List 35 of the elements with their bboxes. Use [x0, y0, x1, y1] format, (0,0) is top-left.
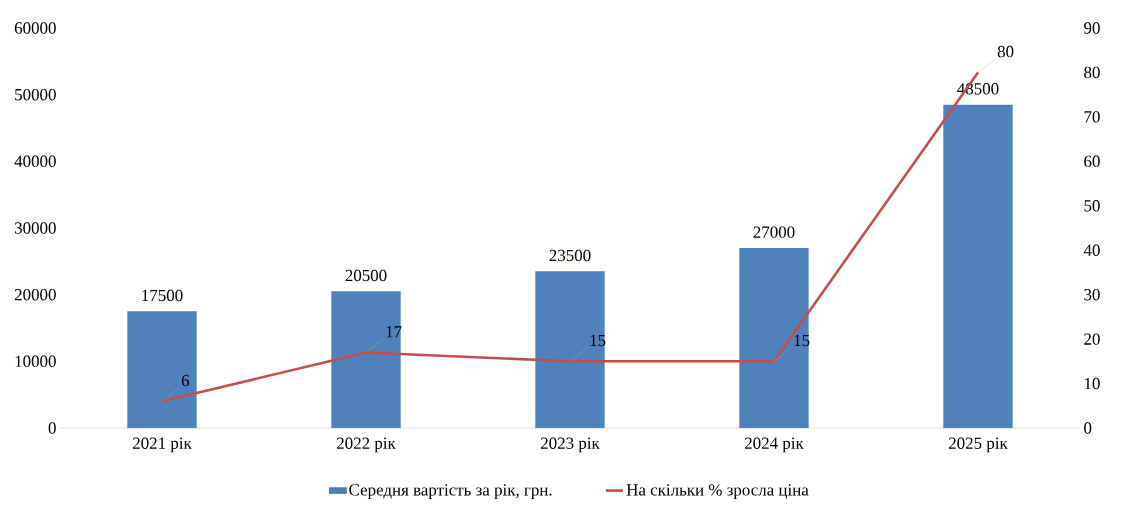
legend-label: Середня вартість за рік, грн. — [349, 484, 552, 500]
data-label: 27000 — [753, 226, 795, 238]
y-tick-label: 20000 — [14, 288, 56, 301]
bar — [943, 104, 1013, 428]
y2-tick-label: 30 — [1084, 288, 1100, 301]
y-tick-label: 0 — [48, 422, 56, 434]
data-label: 20500 — [345, 269, 387, 282]
data-label: 6 — [181, 374, 190, 387]
x-tick-label: 2024 рік — [744, 437, 804, 453]
bar — [535, 271, 605, 428]
y-tick-label: 10000 — [15, 355, 56, 368]
x-tick-label: 2022 рік — [336, 437, 396, 453]
y2-tick-label: 10 — [1084, 377, 1100, 390]
y2-tick-label: 60 — [1084, 155, 1100, 168]
bar — [739, 247, 809, 428]
x-tick-label: 2023 рік — [540, 437, 600, 453]
x-tick-label: 2021 рік — [133, 437, 192, 453]
x-tick-label: 2025 рік — [948, 437, 1008, 453]
y2-tick-label: 90 — [1084, 22, 1100, 34]
y-tick-label: 30000 — [14, 222, 56, 234]
y2-tick-label: 20 — [1084, 333, 1100, 345]
data-label: 17500 — [142, 289, 183, 302]
y2-tick-label: 50 — [1084, 200, 1100, 212]
data-label: 23500 — [549, 249, 591, 262]
bar — [127, 311, 197, 428]
y2-tick-label: 40 — [1083, 244, 1100, 256]
y2-tick-label: 0 — [1084, 422, 1092, 434]
y2-tick-label: 70 — [1084, 111, 1100, 123]
y-tick-label: 60000 — [14, 22, 56, 34]
y-tick-label: 40000 — [14, 155, 56, 168]
data-label: 80 — [997, 45, 1014, 58]
legend-label: На скільки % зросла ціна — [626, 484, 809, 500]
bar — [331, 291, 401, 428]
y-tick-label: 50000 — [15, 88, 56, 101]
y2-tick-label: 80 — [1084, 66, 1100, 79]
